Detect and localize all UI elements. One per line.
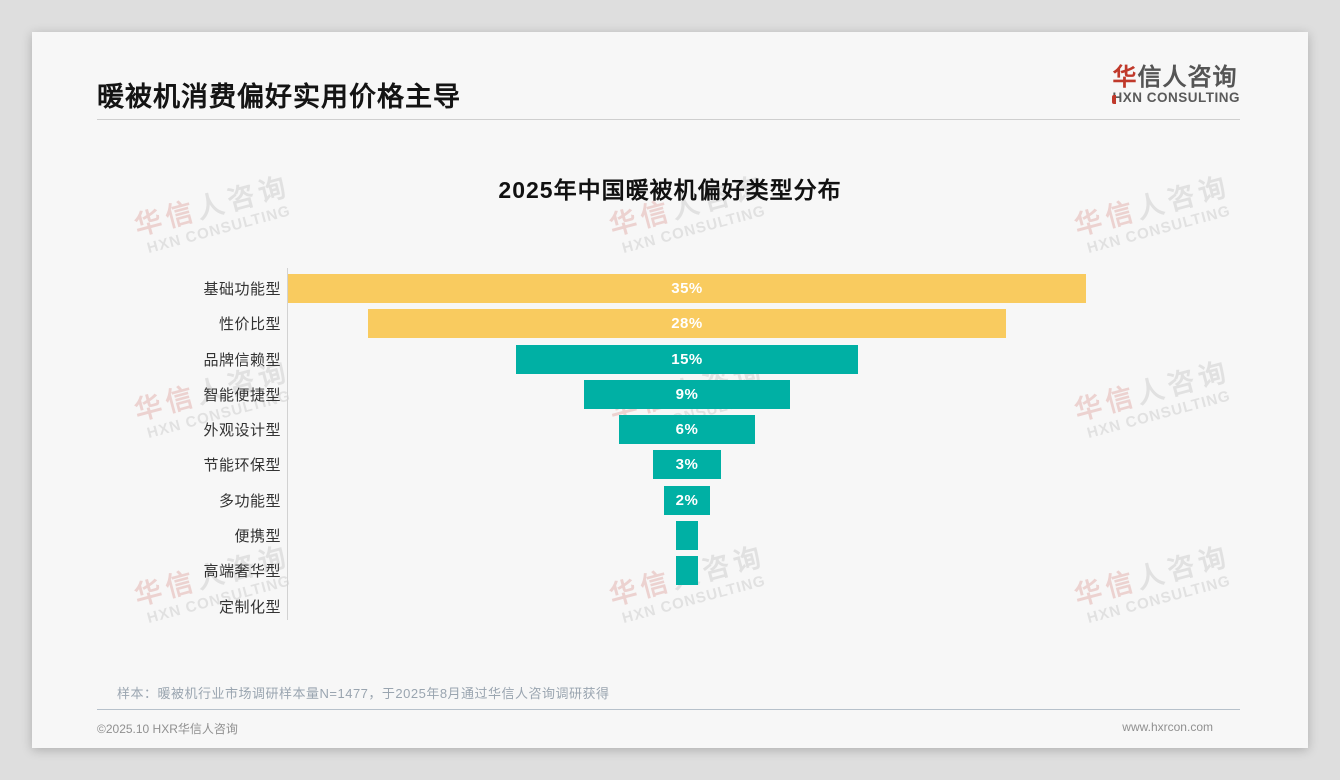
logo-en-text: HXN CONSULTING bbox=[1113, 90, 1241, 105]
category-label: 基础功能型 bbox=[203, 281, 281, 299]
company-logo: 华信人咨询 HXN CONSULTING bbox=[1113, 65, 1241, 105]
chart-row: 节能环保型 3% bbox=[32, 447, 1308, 482]
page-title: 暖被机消费偏好实用价格主导 bbox=[97, 82, 461, 112]
watermark-en-line: HXN CONSULTING bbox=[620, 201, 768, 257]
category-label: 高端奢华型 bbox=[203, 563, 281, 581]
logo-cn-text: 华信人咨询 bbox=[1113, 65, 1241, 90]
category-label: 定制化型 bbox=[218, 598, 281, 616]
logo-en-rest: XN CONSULTING bbox=[1122, 90, 1240, 106]
chart-row: 外观设计型 6% bbox=[32, 412, 1308, 447]
website-url: www.hxrcon.com bbox=[1122, 720, 1213, 734]
chart-row: 定制化型 bbox=[32, 588, 1308, 623]
category-label: 多功能型 bbox=[218, 492, 281, 510]
chart-row: 基础功能型 35% bbox=[32, 271, 1308, 306]
category-label: 性价比型 bbox=[218, 316, 281, 334]
funnel-bar: 28% bbox=[367, 309, 1007, 339]
chart-row: 智能便捷型 9% bbox=[32, 377, 1308, 412]
copyright-text: ©2025.10 HXR华信人咨询 bbox=[97, 722, 238, 736]
funnel-bar: 15% bbox=[516, 344, 858, 374]
funnel-bar bbox=[675, 520, 699, 550]
report-card: 华信人咨询 HXN CONSULTING 华信人咨询 HXN CONSULTING 华信… bbox=[32, 32, 1308, 748]
chart-plot-area: 基础功能型 35% 性价比型 28% 品牌信赖型 15% 智能便捷型 9% 外观设计型 6% 节能环… bbox=[32, 271, 1308, 624]
chart-row: 性价比型 28% bbox=[32, 306, 1308, 341]
funnel-bar: 9% bbox=[584, 379, 790, 409]
bar-value-label: 3% bbox=[675, 456, 699, 474]
header-divider bbox=[97, 119, 1240, 120]
bar-value-label: 15% bbox=[671, 350, 703, 368]
bar-value-label: 28% bbox=[671, 315, 703, 333]
logo-cn-accent: 华 bbox=[1112, 64, 1138, 91]
chart-row: 便携型 bbox=[32, 518, 1308, 553]
chart-y-axis-line bbox=[287, 268, 288, 620]
chart-row: 品牌信赖型 15% bbox=[32, 342, 1308, 377]
bar-value-label: 2% bbox=[675, 491, 699, 509]
category-label: 便携型 bbox=[234, 527, 281, 545]
bar-value-label: 9% bbox=[675, 385, 699, 403]
sample-note: 样本：暖被机行业市场调研样本量N=1477，于2025年8月通过华信人咨询调研获… bbox=[117, 686, 610, 701]
funnel-bar: 6% bbox=[618, 415, 756, 445]
chart-title: 2025年中国暖被机偏好类型分布 bbox=[498, 177, 842, 203]
watermark-en-line: HXN CONSULTING bbox=[145, 201, 293, 257]
footer-divider bbox=[97, 709, 1240, 710]
funnel-bar: 3% bbox=[652, 450, 722, 480]
category-label: 外观设计型 bbox=[203, 422, 281, 440]
bar-value-label: 6% bbox=[675, 421, 699, 439]
category-label: 智能便捷型 bbox=[203, 386, 281, 404]
category-label: 节能环保型 bbox=[203, 457, 281, 475]
funnel-bar: 35% bbox=[288, 274, 1086, 303]
chart-row: 多功能型 2% bbox=[32, 483, 1308, 518]
category-label: 品牌信赖型 bbox=[203, 351, 281, 369]
funnel-bar bbox=[675, 556, 699, 586]
chart-row: 高端奢华型 bbox=[32, 553, 1308, 588]
watermark-en-line: HXN CONSULTING bbox=[1085, 201, 1233, 257]
bar-value-label: 35% bbox=[671, 280, 703, 297]
funnel-bar: 2% bbox=[664, 485, 710, 515]
logo-en-accent: H bbox=[1112, 90, 1123, 106]
logo-cn-rest: 信人咨询 bbox=[1137, 64, 1238, 91]
